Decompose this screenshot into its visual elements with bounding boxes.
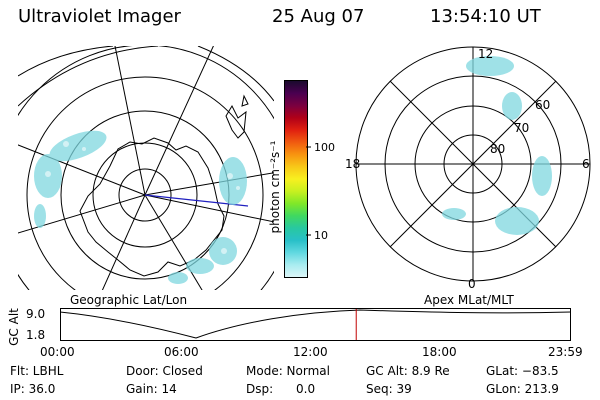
altitude-ylabel: GC Alt: [7, 308, 21, 346]
colorbar-axis: 100 10: [306, 141, 335, 242]
magnetic-polar-plot: 12 18 6 0 60 70 80: [345, 46, 591, 290]
altitude-ymax: 9.0: [26, 307, 46, 321]
colorbar: [284, 80, 308, 278]
coastline: [79, 137, 225, 277]
date-label: 25 Aug 07: [272, 6, 365, 27]
magnetic-caption: Apex MLat/MLT: [424, 293, 514, 307]
colorbar-tick-100: 100: [314, 141, 335, 154]
dsp-label: Dsp: 0.0: [246, 382, 316, 396]
time-tick-2: 12:00: [293, 345, 328, 359]
ip-label: IP: 36.0: [10, 382, 56, 396]
glat-label: GLat: −83.5: [486, 364, 559, 378]
aurora-emission-mag: [442, 56, 552, 235]
mlt-label-top: 12: [478, 47, 493, 61]
lat-circle-3: [26, 76, 264, 290]
lat-circle-0: [118, 168, 172, 222]
gc-alt-label: GC Alt: 8.9 Re: [366, 364, 450, 378]
colorbar-unit-label: photon cm⁻²s⁻¹: [268, 140, 282, 234]
mlat-label-70: 70: [514, 121, 529, 135]
time-label: 13:54:10 UT: [430, 6, 541, 27]
mlt-label-right: 6: [582, 157, 590, 171]
filter-label: Flt: LBHL: [10, 364, 64, 378]
mlt-label-left: 18: [345, 157, 360, 171]
geographic-map: [18, 46, 274, 290]
time-tick-4: 23:59: [548, 345, 583, 359]
instrument-title: Ultraviolet Imager: [18, 6, 181, 27]
geographic-caption: Geographic Lat/Lon: [70, 293, 188, 307]
seq-label: Seq: 39: [366, 382, 412, 396]
gain-label: Gain: 14: [126, 382, 177, 396]
aurora-emission: [34, 130, 247, 284]
glon-label: GLon: 213.9: [486, 382, 559, 396]
colorbar-tick-10: 10: [314, 229, 328, 242]
time-tick-1: 06:00: [164, 345, 199, 359]
altitude-curve: [60, 309, 572, 339]
mlt-label-bottom: 0: [468, 277, 476, 290]
door-label: Door: Closed: [126, 364, 203, 378]
time-tick-3: 18:00: [422, 345, 457, 359]
mode-label: Mode: Normal: [246, 364, 330, 378]
time-tick-0: 00:00: [40, 345, 75, 359]
altitude-plot: [60, 308, 572, 341]
mlat-label-80: 80: [490, 142, 505, 156]
mlat-label-60: 60: [535, 98, 550, 112]
altitude-ymin: 1.8: [26, 328, 46, 342]
